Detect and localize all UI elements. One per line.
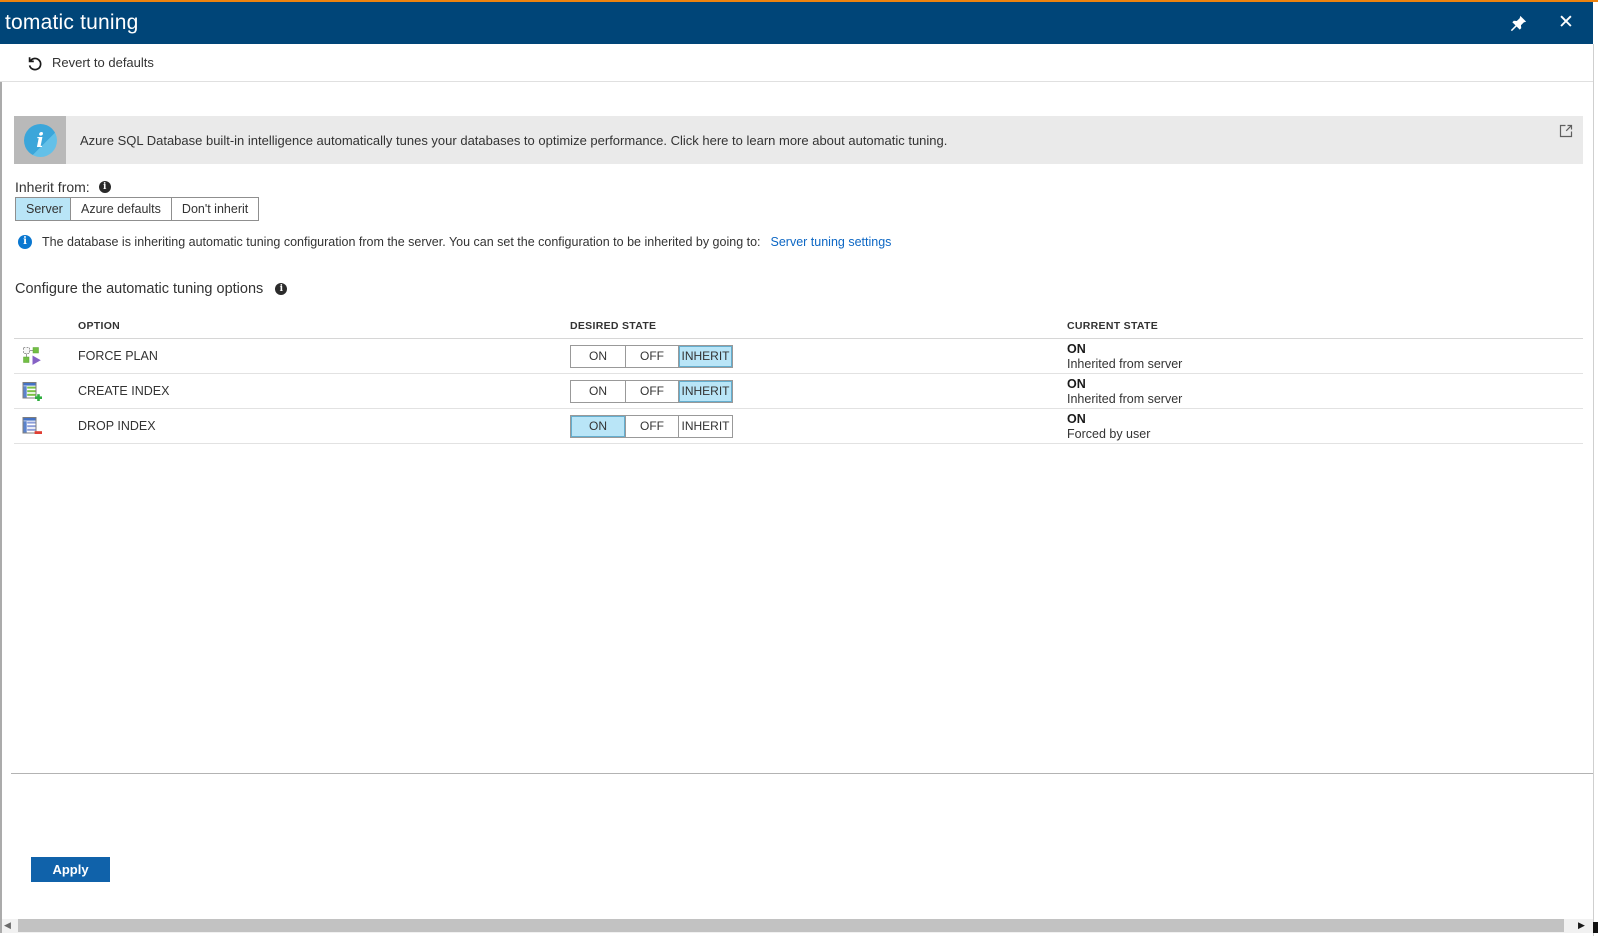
- command-bar: Revert to defaults: [0, 44, 1593, 82]
- horizontal-scrollbar[interactable]: ◀ ▶: [0, 919, 1593, 933]
- table-row: CREATE INDEX ON OFF INHERIT ON Inherited from…: [14, 374, 1583, 409]
- desired-state-toggle-group: ON OFF INHERIT: [570, 380, 733, 403]
- blade-right-border: [1593, 44, 1594, 936]
- pin-icon[interactable]: [1509, 14, 1527, 32]
- option-label: FORCE PLAN: [78, 349, 158, 363]
- undo-icon: [27, 55, 43, 71]
- info-banner-text: Azure SQL Database built-in intelligence…: [80, 132, 948, 148]
- inherit-from-row: Inherit from: i: [15, 179, 111, 195]
- inherit-option-don-t-inherit[interactable]: Don't inherit: [170, 198, 259, 220]
- desired-state-toggle-group: ON OFF INHERIT: [570, 345, 733, 368]
- server-tuning-settings-link[interactable]: Server tuning settings: [770, 235, 892, 249]
- column-header-desired-state: DESIRED STATE: [570, 320, 657, 332]
- option-label: DROP INDEX: [78, 419, 156, 433]
- state-button-on[interactable]: ON: [571, 346, 625, 367]
- create-index-icon: [22, 381, 42, 401]
- current-state-detail: Inherited from server: [1067, 357, 1183, 371]
- revert-to-defaults-label: Revert to defaults: [52, 55, 154, 70]
- table-row: FORCE PLAN ON OFF INHERIT ON Inherited from s…: [14, 339, 1583, 374]
- current-state-detail: Forced by user: [1067, 427, 1151, 441]
- info-icon[interactable]: i: [275, 283, 288, 295]
- state-button-inherit[interactable]: INHERIT: [678, 381, 732, 402]
- inherit-option-azure-defaults[interactable]: Azure defaults: [70, 198, 171, 220]
- scroll-left-arrow-icon[interactable]: ◀: [4, 920, 11, 930]
- table-row: DROP INDEX ON OFF INHERIT ON Forced by user: [14, 409, 1583, 444]
- drop-index-icon: [22, 416, 42, 436]
- state-button-on[interactable]: ON: [571, 416, 625, 437]
- open-in-new-window-icon[interactable]: [1558, 123, 1574, 139]
- inherit-info-message: i The database is inheriting automatic t…: [18, 235, 891, 249]
- force-plan-icon: [22, 346, 42, 366]
- inherit-from-toggle-group: Server Azure defaults Don't inherit: [15, 197, 260, 221]
- state-button-on[interactable]: ON: [571, 381, 625, 402]
- state-button-off[interactable]: OFF: [625, 416, 678, 437]
- info-icon[interactable]: i: [98, 181, 111, 193]
- state-button-off[interactable]: OFF: [625, 381, 678, 402]
- scroll-right-arrow-icon[interactable]: ▶: [1578, 920, 1585, 930]
- page-title: tomatic tuning: [5, 11, 139, 34]
- inherit-from-label: Inherit from:: [15, 179, 90, 195]
- options-section-heading-row: Configure the automatic tuning options i: [15, 281, 288, 297]
- state-button-inherit[interactable]: INHERIT: [678, 416, 732, 437]
- blade-top-accent: [0, 0, 1598, 2]
- current-state-value: ON: [1067, 342, 1086, 356]
- footer-divider: [11, 773, 1593, 774]
- scrollbar-thumb[interactable]: [18, 919, 1564, 932]
- current-state-detail: Inherited from server: [1067, 392, 1183, 406]
- inherit-info-text: The database is inheriting automatic tun…: [42, 235, 761, 249]
- blade-title-bar: tomatic tuning ✕: [0, 2, 1593, 44]
- current-state-value: ON: [1067, 377, 1086, 391]
- apply-button[interactable]: Apply: [31, 857, 110, 882]
- state-button-off[interactable]: OFF: [625, 346, 678, 367]
- inherit-option-server[interactable]: Server: [16, 198, 70, 220]
- desired-state-toggle-group: ON OFF INHERIT: [570, 415, 733, 438]
- current-state-value: ON: [1067, 412, 1086, 426]
- blade-content: i Azure SQL Database built-in intelligen…: [0, 82, 1593, 919]
- table-header-divider: [14, 338, 1583, 339]
- column-header-current-state: CURRENT STATE: [1067, 320, 1159, 332]
- option-label: CREATE INDEX: [78, 384, 170, 398]
- options-section-heading: Configure the automatic tuning options: [15, 281, 264, 297]
- blade-left-border: [0, 82, 2, 933]
- close-icon[interactable]: ✕: [1558, 12, 1574, 33]
- options-table-body: FORCE PLAN ON OFF INHERIT ON Inherited from s…: [14, 339, 1583, 444]
- info-banner: i Azure SQL Database built-in intelligen…: [14, 116, 1583, 164]
- info-banner-icon-box: i: [14, 116, 66, 164]
- info-icon: i: [23, 123, 57, 157]
- scrollbar-corner: [1593, 922, 1598, 933]
- options-table-header: OPTION DESIRED STATE CURRENT STATE: [14, 310, 1583, 338]
- column-header-option: OPTION: [78, 320, 121, 332]
- revert-to-defaults-button[interactable]: Revert to defaults: [27, 55, 154, 71]
- info-icon: i: [18, 235, 32, 249]
- state-button-inherit[interactable]: INHERIT: [678, 346, 732, 367]
